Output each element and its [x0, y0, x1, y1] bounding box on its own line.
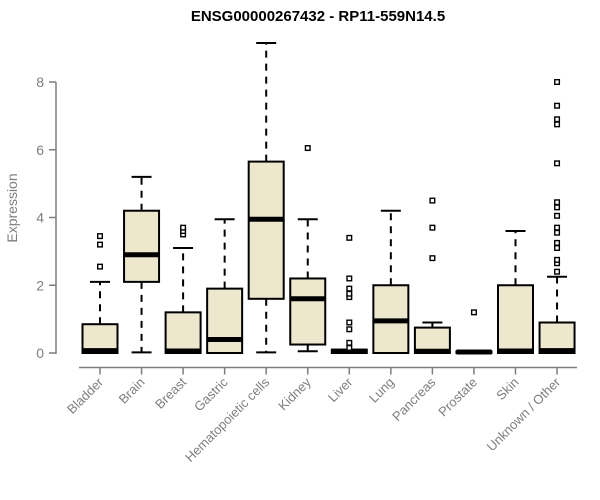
outlier-bladder-2	[96, 233, 103, 240]
boxplot-breast	[164, 224, 202, 355]
y-tick-label-8: 8	[36, 74, 44, 90]
boxplot-bladder	[81, 233, 119, 354]
boxplot-gastric	[206, 218, 244, 355]
outlier-unknown-other-9	[554, 199, 561, 206]
boxplot-unknown-other	[538, 78, 576, 355]
outlier-kidney-0	[304, 145, 311, 152]
outlier-unknown-other-11	[554, 121, 561, 128]
outlier-unknown-other-2	[554, 256, 561, 263]
outlier-unknown-other-14	[554, 78, 561, 85]
outlier-liver-6	[346, 285, 353, 292]
outlier-liver-8	[346, 234, 353, 241]
boxplot-pancreas	[413, 197, 451, 354]
outlier-liver-2	[346, 326, 353, 333]
boxplot-prostate	[455, 309, 493, 355]
outlier-unknown-other-6	[554, 224, 561, 231]
outlier-pancreas-0	[429, 255, 436, 262]
y-tick-label-2: 2	[36, 277, 44, 293]
outlier-liver-3	[346, 319, 353, 326]
outlier-unknown-other-3	[554, 244, 561, 251]
box-breast	[164, 311, 202, 355]
boxplot-brain	[123, 175, 161, 354]
boxplot-liver	[330, 234, 368, 354]
y-tick-label-6: 6	[36, 142, 44, 158]
boxplot-kidney	[289, 145, 327, 353]
outlier-breast-2	[180, 224, 187, 231]
outlier-pancreas-2	[429, 197, 436, 204]
box-brain	[123, 209, 161, 283]
y-tick-label-4: 4	[36, 210, 44, 226]
boxplot-lung	[372, 209, 410, 354]
chart-title: ENSG00000267432 - RP11-559N14.5	[191, 8, 445, 25]
outlier-liver-7	[346, 275, 353, 282]
y-tick-label-0: 0	[36, 345, 44, 361]
boxplot-hematopoietic-cells	[247, 42, 285, 354]
outlier-liver-0	[346, 344, 353, 351]
outlier-liver-5	[346, 290, 353, 297]
outlier-liver-1	[346, 339, 353, 346]
outlier-unknown-other-5	[554, 229, 561, 236]
outlier-unknown-other-12	[554, 116, 561, 123]
box-gastric	[206, 287, 244, 355]
box-hematopoietic-cells	[247, 160, 285, 300]
outlier-unknown-other-7	[554, 212, 561, 219]
outlier-unknown-other-0	[554, 268, 561, 275]
outlier-bladder-0	[96, 263, 103, 270]
outlier-unknown-other-4	[554, 239, 561, 246]
y-axis-title: Expression	[4, 173, 20, 242]
box-kidney	[289, 277, 327, 346]
boxes-group	[81, 42, 576, 355]
outlier-pancreas-1	[429, 224, 436, 231]
outlier-bladder-1	[96, 241, 103, 248]
outlier-unknown-other-8	[554, 204, 561, 211]
outlier-prostate-0	[470, 309, 477, 316]
outlier-unknown-other-10	[554, 160, 561, 167]
outlier-unknown-other-13	[554, 102, 561, 109]
boxplot-skin	[497, 230, 534, 354]
box-skin	[497, 284, 534, 354]
box-unknown-other	[538, 321, 576, 355]
